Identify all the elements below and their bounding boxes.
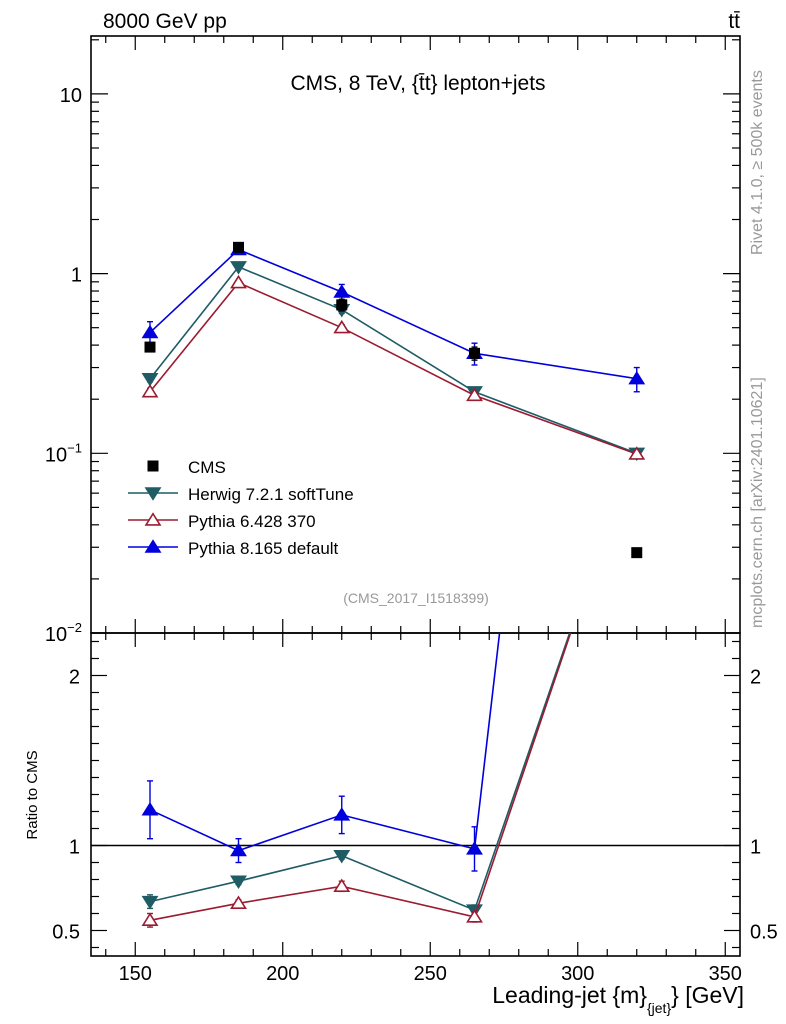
herwig-point <box>230 261 247 275</box>
ratio-y-tick-label-right: 0.5 <box>750 922 778 944</box>
main-series-group <box>141 241 646 559</box>
pythia6-ratio-point <box>141 912 159 927</box>
herwig-ratio-point <box>230 875 247 890</box>
legend-marker <box>144 487 162 501</box>
pythia8-line <box>149 248 637 380</box>
herwig-ratio-line <box>149 633 571 912</box>
x-tick-label: 150 <box>119 963 152 985</box>
x-tick-label: 300 <box>561 963 594 985</box>
y-tick-base: 10 <box>45 444 67 466</box>
cms-point <box>469 347 480 359</box>
y-tick-label: 1 <box>71 265 82 287</box>
x-axis-title: Leading-jet {m}{jet}} [GeV] <box>492 982 744 1016</box>
legend-marker <box>144 539 162 553</box>
legend-label: Herwig 7.2.1 softTune <box>188 485 354 504</box>
y-tick-label: 10−2 <box>45 620 82 646</box>
herwig-ratio-point <box>141 895 159 910</box>
pythia8-point <box>141 324 159 339</box>
process-label: tt̄ <box>728 10 740 33</box>
x-tick-label: 250 <box>414 963 447 985</box>
cms-point <box>336 299 348 311</box>
cms-point <box>631 547 643 559</box>
pythia8-ratio-point <box>141 801 159 816</box>
pythia6-line <box>149 281 638 455</box>
pythia6-point <box>628 446 646 460</box>
rivet-label: Rivet 4.1.0, ≥ 500k events <box>749 70 766 255</box>
pythia6-ratio-point <box>230 895 247 910</box>
herwig-point <box>141 373 159 387</box>
pythia8-ratio-point <box>333 807 351 821</box>
pythia6-point <box>230 274 247 289</box>
y-tick-base: 1 <box>71 265 82 287</box>
x-tick-label: 350 <box>709 963 742 985</box>
x-tick-label: 200 <box>266 963 299 985</box>
herwig-line <box>149 265 638 455</box>
ratio-y-tick-label: 0.5 <box>52 922 80 944</box>
x-axis-title-main: Leading-jet {m} <box>492 982 647 1008</box>
y-tick-label: 10−1 <box>45 440 82 466</box>
pythia6-point <box>333 319 351 334</box>
ratio-plot-frame <box>90 632 741 957</box>
source-label: mcplots.cern.ch [arXiv:2401.10621] <box>749 377 766 628</box>
ratio-y-tick-label-right: 2 <box>750 667 761 689</box>
x-axis-title-unit: } [GeV] <box>671 982 744 1008</box>
legend: CMS Herwig 7.2.1 softTune Pythia 6.428 370… <box>128 458 354 558</box>
herwig-ratio-point <box>333 849 351 864</box>
y-tick-exponent: −1 <box>67 440 82 455</box>
legend-cms-marker <box>147 460 159 472</box>
ratio-y-tick-label: 2 <box>69 667 80 689</box>
pythia6-ratio-point <box>630 431 644 442</box>
ratio-axis-title: Ratio to CMS <box>24 750 41 839</box>
y-tick-exponent: −2 <box>67 620 82 635</box>
pythia8-ratio-point <box>230 842 247 857</box>
y-tick-label: 10 <box>60 85 82 107</box>
cms-point <box>144 341 156 353</box>
ratio-y-tick-label: 1 <box>69 837 80 859</box>
legend-label: Pythia 6.428 370 <box>188 512 316 531</box>
ratio-series-group <box>141 431 644 928</box>
x-axis-title-sub: {jet} <box>647 1000 671 1016</box>
pythia6-ratio-point <box>466 909 483 923</box>
legend-label: Pythia 8.165 default <box>188 539 339 558</box>
chart-title: CMS, 8 TeV, {t̄t} lepton+jets <box>290 72 545 95</box>
cms-point <box>233 241 244 253</box>
pythia6-ratio-point <box>333 878 351 893</box>
pythia8-ratio-point <box>466 841 483 855</box>
herwig-ratio-point <box>630 433 644 444</box>
y-tick-base: 10 <box>60 85 82 107</box>
pythia8-point <box>333 284 351 298</box>
y-tick-base: 10 <box>45 624 67 646</box>
ratio-y-tick-label-right: 1 <box>750 837 761 859</box>
analysis-label: (CMS_2017_I1518399) <box>343 590 489 606</box>
legend-cms-label: CMS <box>188 458 226 477</box>
energy-label: 8000 GeV pp <box>103 10 227 33</box>
legend-marker <box>144 512 162 526</box>
pythia8-point <box>628 370 646 385</box>
pythia6-ratio-line <box>149 633 572 922</box>
pythia6-point <box>141 383 159 398</box>
pythia6-point <box>466 387 483 402</box>
